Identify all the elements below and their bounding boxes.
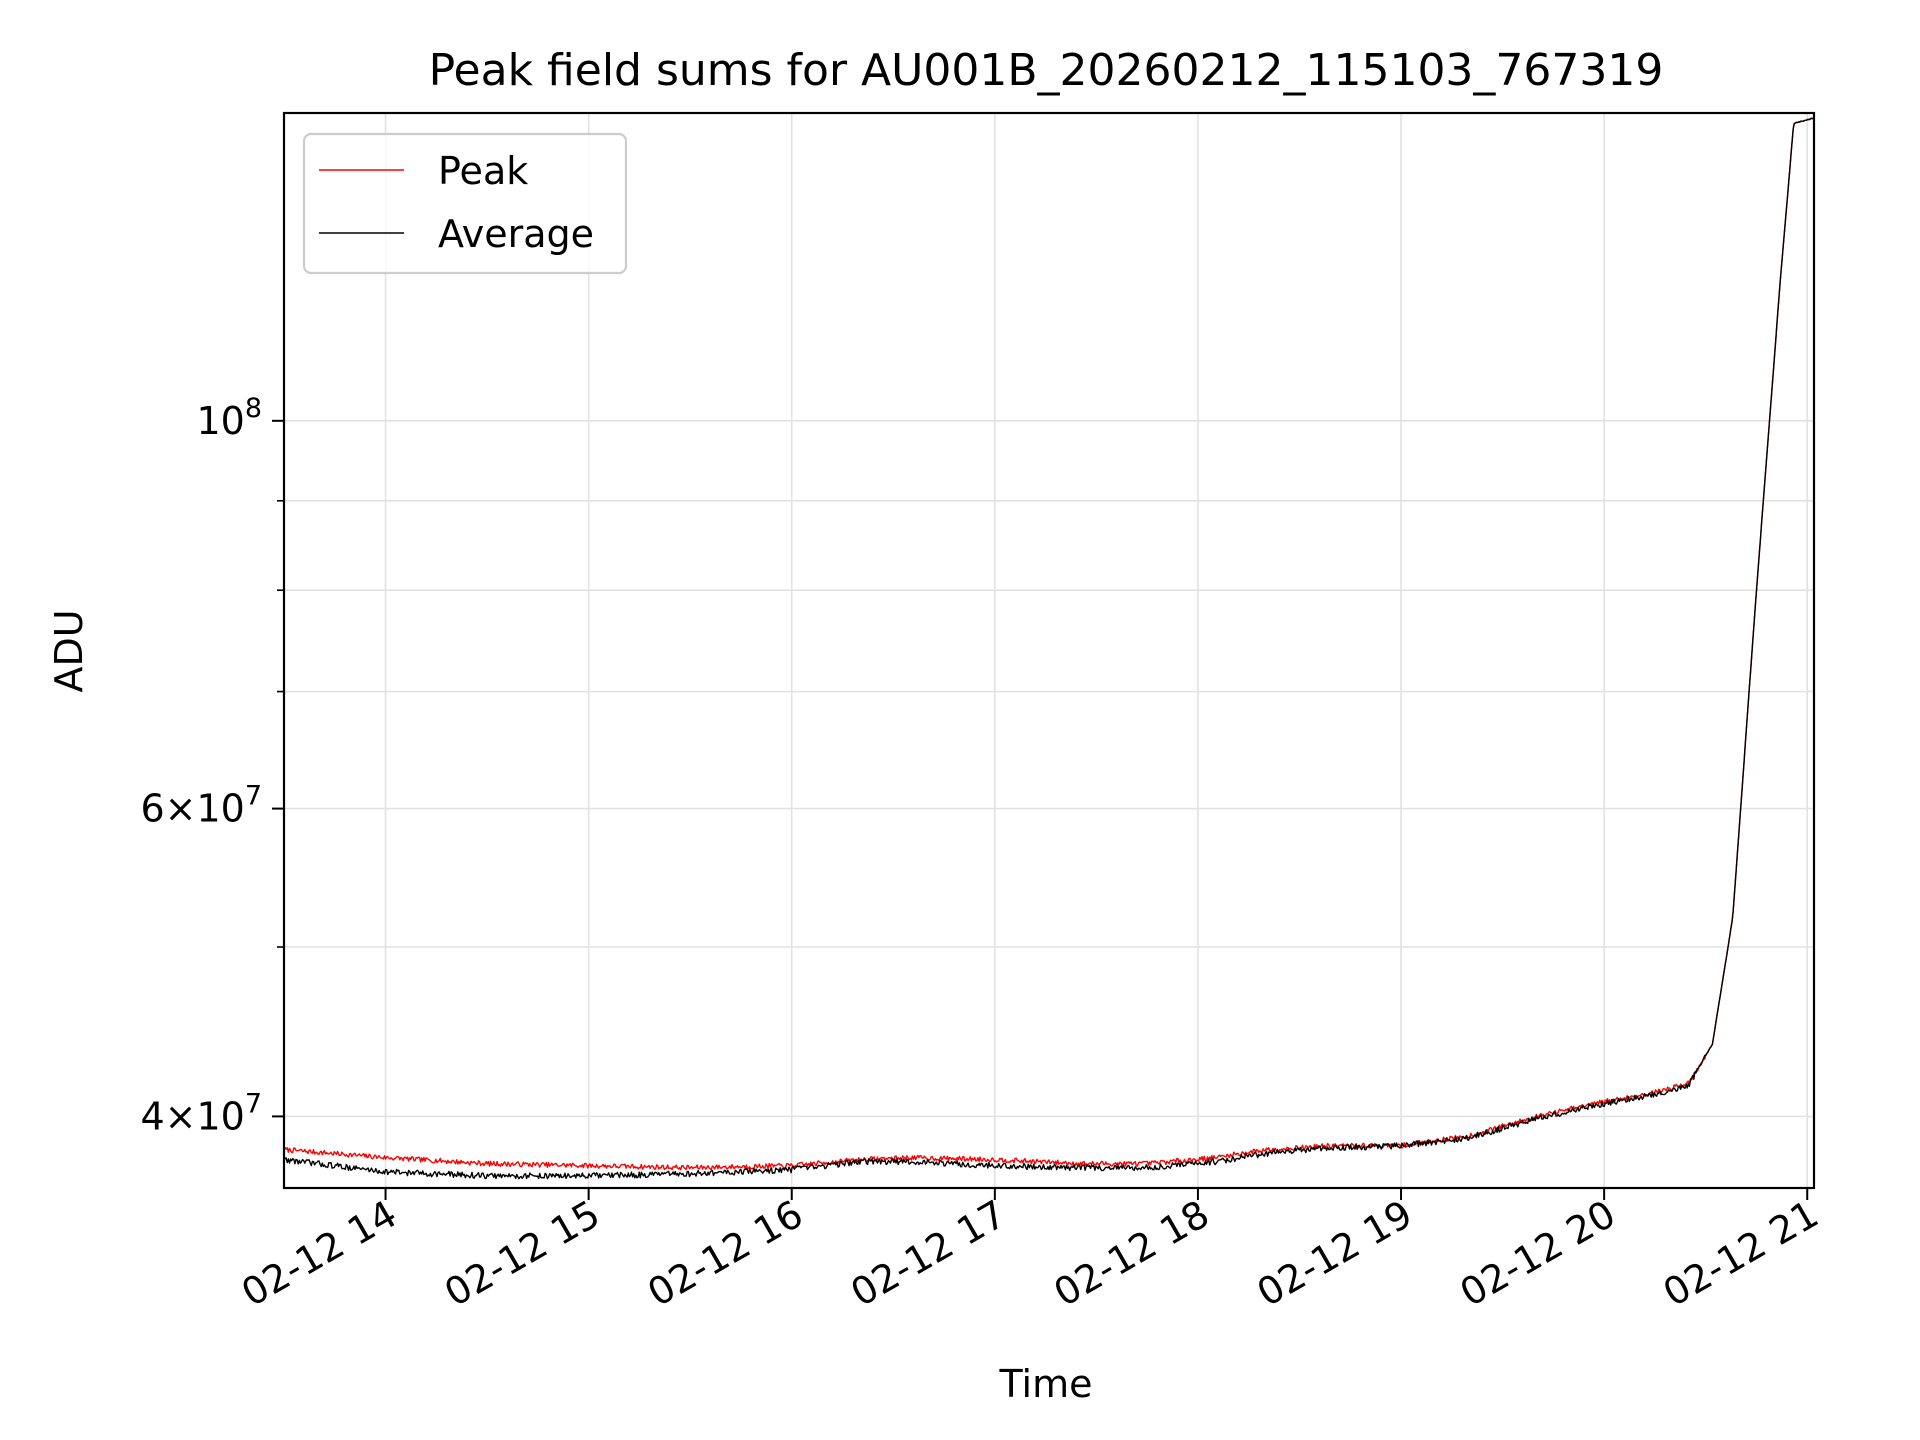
series-line-peak: [284, 117, 1814, 1171]
series-line-average: [284, 117, 1814, 1180]
y-tick-label: 6×107: [140, 781, 262, 831]
y-tick-label: 4×107: [140, 1088, 262, 1138]
chart-title: Peak field sums for AU001B_20260212_1151…: [429, 45, 1664, 96]
y-tick-label: 108: [196, 393, 262, 443]
y-axis-label: ADU: [47, 609, 91, 692]
legend-label-average: Average: [438, 212, 594, 256]
x-axis-label: Time: [999, 1362, 1093, 1406]
legend-label-peak: Peak: [438, 149, 528, 193]
grid: [284, 113, 1814, 1188]
legend-box: [302, 132, 628, 275]
series-layer: [284, 117, 1814, 1180]
legend: Peak Average: [302, 132, 628, 275]
plot-frame: [282, 111, 1816, 1190]
